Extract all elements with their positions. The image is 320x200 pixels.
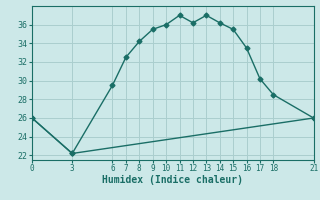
- X-axis label: Humidex (Indice chaleur): Humidex (Indice chaleur): [102, 175, 243, 185]
